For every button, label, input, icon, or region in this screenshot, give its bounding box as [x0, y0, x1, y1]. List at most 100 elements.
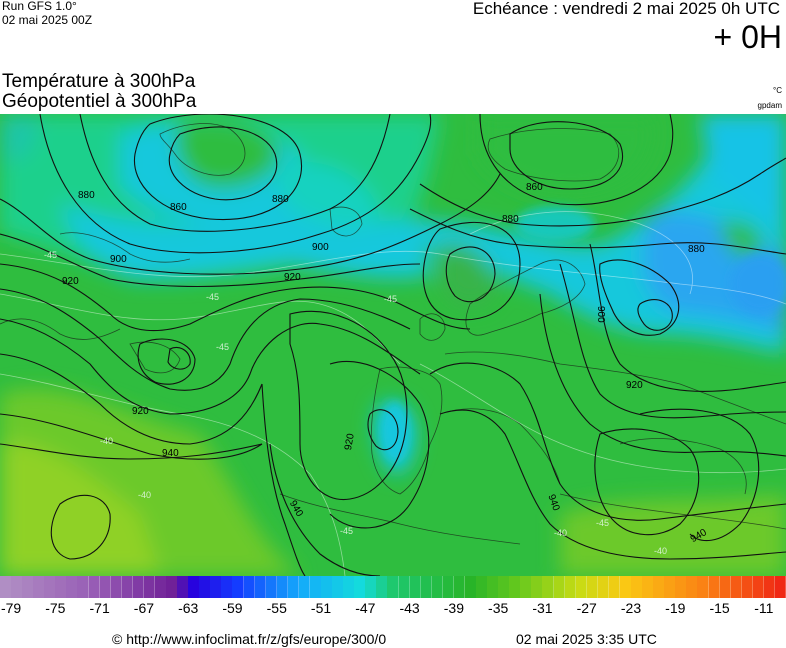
legend-swatch [453, 576, 466, 598]
legend-swatch [11, 576, 23, 598]
legend-swatch [332, 576, 344, 598]
legend-swatch [642, 576, 654, 598]
map-title-geopotential: Géopotentiel à 300hPa [2, 91, 197, 112]
contour-label: 920 [132, 406, 149, 417]
contour-label: 920 [62, 276, 79, 287]
forecast-time: Echéance : vendredi 2 mai 2025 0h UTC [472, 0, 780, 18]
run-label: Run GFS 1.0° [2, 0, 77, 13]
legend-swatch [464, 576, 477, 598]
contour-label: 880 [688, 244, 705, 255]
legend-swatch [343, 576, 355, 598]
contour-label: 900 [110, 254, 127, 265]
contour-label: 920 [284, 272, 301, 283]
legend-swatch [243, 576, 256, 598]
legend-swatch [166, 576, 178, 598]
legend-swatch [88, 576, 101, 598]
legend-swatch [44, 576, 56, 598]
legend-swatch [77, 576, 90, 598]
legend-swatch [664, 576, 676, 598]
legend-swatch [575, 576, 588, 598]
legend-tick-label: -39 [443, 600, 464, 616]
legend-swatch [354, 576, 366, 598]
legend-swatch [564, 576, 577, 598]
legend-swatch [476, 576, 488, 598]
unit-temperature: °C [773, 86, 782, 95]
legend-swatch [221, 576, 233, 598]
weather-map: 880 860 880 900 900 920 920 860 880 880 … [0, 114, 786, 576]
legend-swatch [697, 576, 709, 598]
temperature-label: -45 [44, 250, 57, 260]
legend-swatch [730, 576, 743, 598]
legend-swatch [442, 576, 455, 598]
source-url[interactable]: © http://www.infoclimat.fr/z/gfs/europe/… [112, 631, 387, 647]
legend-swatch [254, 576, 267, 598]
legend-swatch [321, 576, 333, 598]
legend-swatch [653, 576, 665, 598]
contour-label: 860 [170, 202, 187, 213]
legend-swatch [66, 576, 78, 598]
legend-swatch [121, 576, 134, 598]
legend-swatch [431, 576, 444, 598]
legend-swatch [309, 576, 322, 598]
legend-swatch [298, 576, 311, 598]
legend-swatch [188, 576, 200, 598]
legend-tick-label: -79 [0, 600, 22, 616]
temperature-label: -45 [340, 526, 353, 536]
legend-swatch [376, 576, 388, 598]
legend-swatch [719, 576, 732, 598]
legend-swatch [265, 576, 278, 598]
temperature-label: -40 [554, 528, 567, 538]
legend-swatch [99, 576, 112, 598]
legend-swatch [763, 576, 776, 598]
contour-label: 900 [312, 242, 329, 253]
legend-swatch [33, 576, 45, 598]
generation-date: 02 mai 2025 3:35 UTC [516, 631, 657, 647]
legend-swatch [608, 576, 621, 598]
legend-swatch [409, 576, 422, 598]
contour-label: 880 [78, 190, 95, 201]
legend-swatch [276, 576, 289, 598]
temperature-label: -45 [384, 294, 397, 304]
legend-swatch [232, 576, 245, 598]
legend-swatch [752, 576, 765, 598]
legend-swatch [774, 576, 786, 598]
legend-swatch [199, 576, 211, 598]
legend-swatch [542, 576, 554, 598]
legend-swatch [387, 576, 400, 598]
legend-tick-label: -15 [709, 600, 730, 616]
color-legend [0, 576, 786, 598]
legend-swatch [498, 576, 510, 598]
legend-swatch [553, 576, 566, 598]
legend-tick-label: -55 [266, 600, 287, 616]
legend-swatch [143, 576, 156, 598]
unit-geopotential: gpdam [757, 101, 782, 110]
legend-swatch [708, 576, 721, 598]
legend-tick-label: -43 [399, 600, 420, 616]
legend-swatch [619, 576, 632, 598]
legend-tick-label: -71 [89, 600, 110, 616]
legend-swatch [531, 576, 543, 598]
legend-tick-label: -31 [532, 600, 553, 616]
legend-swatch [154, 576, 167, 598]
isotherms [0, 211, 786, 576]
temperature-label: -45 [596, 518, 609, 528]
temperature-label: -40 [100, 436, 113, 446]
legend-swatch [55, 576, 67, 598]
temperature-label: -40 [654, 546, 667, 556]
legend-swatch [110, 576, 123, 598]
legend-swatch [520, 576, 532, 598]
contour-label: 880 [502, 214, 519, 225]
temperature-label: -40 [138, 490, 151, 500]
temperature-label: -45 [206, 292, 219, 302]
legend-swatch [509, 576, 521, 598]
legend-swatch [22, 576, 34, 598]
legend-swatch [132, 576, 145, 598]
legend-tick-label: -11 [754, 600, 774, 616]
legend-swatch [597, 576, 610, 598]
legend-swatch [420, 576, 433, 598]
legend-tick-label: -19 [665, 600, 686, 616]
legend-swatch [287, 576, 300, 598]
map-title-temperature: Température à 300hPa [2, 71, 196, 92]
legend-swatch [586, 576, 599, 598]
legend-tick-label: -51 [310, 600, 332, 616]
